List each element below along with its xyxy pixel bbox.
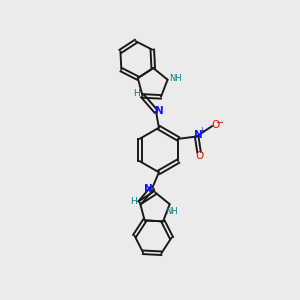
- Text: O: O: [212, 120, 220, 130]
- Text: −: −: [216, 118, 224, 128]
- Text: NH: NH: [165, 207, 178, 216]
- Text: H: H: [133, 89, 140, 98]
- Text: N: N: [144, 184, 153, 194]
- Text: N: N: [155, 106, 164, 116]
- Text: O: O: [195, 152, 203, 161]
- Text: N: N: [194, 130, 203, 140]
- Text: H: H: [130, 196, 137, 206]
- Text: +: +: [199, 126, 206, 135]
- Text: NH: NH: [169, 74, 182, 83]
